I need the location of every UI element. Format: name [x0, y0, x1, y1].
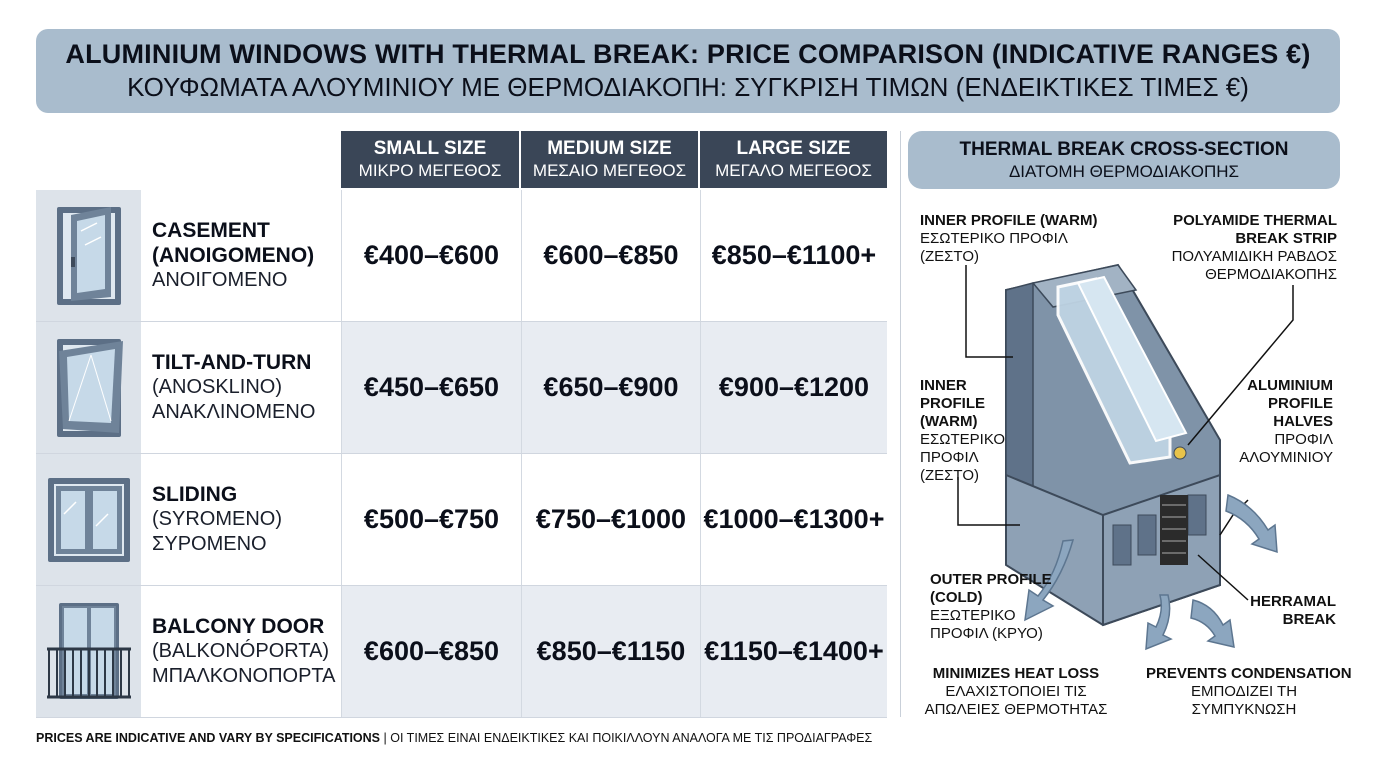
annotation-title: MINIMIZES HEAT LOSS	[932, 665, 1100, 682]
column-header-label: LARGE SIZE	[736, 137, 851, 159]
price-cell: €500–€750	[341, 454, 521, 585]
table-row: TILT-AND-TURN (ANOSKLINO) ΑΝΑΚΛΙΝΟΜΕΝΟ €…	[36, 322, 887, 454]
annotation-title: BREAK	[1282, 611, 1336, 628]
window-type-greek: ΜΠΑΛΚΟΝΟΠΟΡΤΑ	[152, 665, 336, 687]
column-header-sublabel: ΜΕΣΑΙΟ ΜΕΓΕΘΟΣ	[532, 160, 687, 180]
label-heat-loss: MINIMIZES HEAT LOSS ΕΛΑΧΙΣΤΟΠΟΙΕΙ ΤΙΣ ΑΠ…	[918, 665, 1114, 719]
annotation-text: ΘΕΡΜΟΔΙΑΚΟΠΗΣ	[1205, 266, 1337, 283]
cross-section-header: THERMAL BREAK CROSS-SECTION ΔΙΑΤΟΜΗ ΘΕΡΜ…	[908, 131, 1340, 189]
section-divider	[900, 131, 901, 717]
title-banner: ALUMINIUM WINDOWS WITH THERMAL BREAK: PR…	[36, 29, 1340, 113]
page-title-en: ALUMINIUM WINDOWS WITH THERMAL BREAK: PR…	[65, 39, 1311, 69]
price-table: SMALL SIZE ΜΙΚΡΟ ΜΕΓΕΘΟΣ MEDIUM SIZE ΜΕΣ…	[36, 131, 887, 718]
price-cell: €1000–€1300+	[700, 454, 887, 585]
thermal-break-diagram	[957, 263, 1294, 651]
price-cell: €850–€1150	[521, 586, 700, 717]
annotation-title: PROFILE	[920, 395, 986, 412]
annotation-title: INNER	[920, 377, 967, 394]
table-row: CASEMENT (ANOIGOMENO) ΑΝΟΙΓΟΜΕΝΟ €400–€6…	[36, 190, 887, 322]
price-cell: €900–€1200	[700, 322, 887, 453]
window-type-translit: (ANOIGOMENO)	[152, 244, 315, 267]
column-header-label: SMALL SIZE	[373, 137, 487, 159]
price-cell: €450–€650	[341, 322, 521, 453]
label-outer-profile: OUTER PROFILE (COLD) ΕΞΩΤΕΡΙΚΟ ΠΡΟΦΙΛ (Κ…	[930, 571, 1052, 643]
price-cell: €650–€900	[521, 322, 700, 453]
price-cell: €850–€1100+	[700, 190, 887, 321]
column-header-label: MEDIUM SIZE	[547, 137, 672, 159]
annotation-text: ΠΡΟΦΙΛ (ΚΡΥΟ)	[930, 625, 1043, 642]
footer-separator: |	[380, 731, 391, 745]
price-cell: €400–€600	[341, 190, 521, 321]
page-title-el: ΚΟΥΦΩΜΑΤΑ ΑΛΟΥΜΙΝΙΟΥ ΜΕ ΘΕΡΜΟΔΙΑΚΟΠΗ: ΣΥ…	[127, 72, 1249, 102]
annotation-text: ΑΛΟΥΜΙΝΙΟΥ	[1239, 449, 1333, 466]
label-polyamide-strip: POLYAMIDE THERMAL BREAK STRIP ΠΟΛΥΑΜΙΔΙΚ…	[1130, 212, 1337, 284]
annotation-title: ALUMINIUM	[1247, 377, 1333, 394]
window-type-cell: BALCONY DOOR (BALKONÓPORTA) ΜΠΑΛΚΟΝΟΠΟΡΤ…	[36, 586, 341, 717]
column-header-sublabel: ΜΙΚΡΟ ΜΕΓΕΘΟΣ	[358, 160, 502, 180]
annotation-text: (ΖΕΣΤΟ)	[920, 248, 979, 265]
window-type-name: SLIDING	[152, 483, 238, 506]
annotation-text: ΣΥΜΠΥΚΝΩΣΗ	[1191, 701, 1297, 718]
window-type-greek: ΣΥΡΟΜΕΝΟ	[152, 533, 267, 555]
window-type-translit: (ANOSKLINO)	[152, 376, 283, 398]
footer-note: PRICES ARE INDICATIVE AND VARY BY SPECIF…	[36, 731, 872, 745]
annotation-title: PREVENTS CONDENSATION	[1146, 665, 1352, 682]
annotation-title: (COLD)	[930, 589, 983, 606]
column-header-medium: MEDIUM SIZE ΜΕΣΑΙΟ ΜΕΓΕΘΟΣ	[521, 131, 700, 188]
annotation-title: HALVES	[1273, 413, 1333, 430]
window-type-name: CASEMENT	[152, 219, 270, 242]
label-inner-profile-mid: INNER PROFILE (WARM) ΕΣΩΤΕΡΙΚΟ ΠΡΟΦΙΛ (Ζ…	[920, 377, 1005, 485]
window-type-name: BALCONY DOOR	[152, 615, 325, 638]
label-thermal-break: HERRAMAL BREAK	[1240, 593, 1336, 629]
annotation-title: HERRAMAL	[1250, 593, 1336, 610]
window-type-translit: (BALKONÓPORTA)	[152, 640, 330, 662]
label-condensation: PREVENTS CONDENSATION ΕΜΠΟΔΙΖΕΙ ΤΗ ΣΥΜΠΥ…	[1146, 665, 1352, 719]
sliding-window-icon	[36, 454, 141, 585]
window-type-cell: CASEMENT (ANOIGOMENO) ΑΝΟΙΓΟΜΕΝΟ	[36, 190, 341, 321]
annotation-title: (WARM)	[920, 413, 978, 430]
footer-note-el: ΟΙ ΤΙΜΕΣ ΕΙΝΑΙ ΕΝΔΕΙΚΤΙΚΕΣ ΚΑΙ ΠΟΙΚΙΛΛΟΥ…	[390, 731, 873, 745]
annotation-text: ΠΡΟΦΙΛ	[1274, 431, 1333, 448]
annotation-text: ΕΣΩΤΕΡΙΚΟ ΠΡΟΦΙΛ	[920, 230, 1068, 247]
column-header-sublabel: ΜΕΓΑΛΟ ΜΕΓΕΘΟΣ	[715, 160, 872, 180]
window-type-greek: ΑΝΑΚΛΙΝΟΜΕΝΟ	[152, 401, 316, 423]
footer-note-en: PRICES ARE INDICATIVE AND VARY BY SPECIF…	[36, 731, 381, 745]
window-type-translit: (SYROMENO)	[152, 508, 282, 530]
annotation-text: ΕΞΩΤΕΡΙΚΟ	[930, 607, 1016, 624]
annotation-title: POLYAMIDE THERMAL	[1173, 212, 1337, 229]
annotation-title: INNER PROFILE (WARM)	[920, 212, 1098, 229]
column-header-large: LARGE SIZE ΜΕΓΑΛΟ ΜΕΓΕΘΟΣ	[700, 131, 887, 188]
annotation-text: ΕΜΠΟΔΙΖΕΙ ΤΗ	[1190, 683, 1298, 700]
price-cell: €600–€850	[341, 586, 521, 717]
balcony-door-icon	[36, 586, 141, 717]
annotation-title: OUTER PROFILE	[930, 571, 1052, 588]
annotation-title: PROFILE	[1267, 395, 1333, 412]
price-cell: €1150–€1400+	[700, 586, 887, 717]
column-header-small: SMALL SIZE ΜΙΚΡΟ ΜΕΓΕΘΟΣ	[341, 131, 521, 188]
price-cell: €600–€850	[521, 190, 700, 321]
annotation-text: (ΖΕΣΤΟ)	[920, 467, 979, 484]
tilt-turn-window-icon	[36, 322, 141, 453]
annotation-text: ΕΣΩΤΕΡΙΚΟ	[920, 431, 1006, 448]
table-row: SLIDING (SYROMENO) ΣΥΡΟΜΕΝΟ €500–€750 €7…	[36, 454, 887, 586]
window-type-cell: TILT-AND-TURN (ANOSKLINO) ΑΝΑΚΛΙΝΟΜΕΝΟ	[36, 322, 341, 453]
annotation-text: ΠΡΟΦΙΛ	[920, 449, 979, 466]
annotation-title: BREAK STRIP	[1235, 230, 1337, 247]
window-type-name: TILT-AND-TURN	[152, 351, 312, 374]
price-cell: €750–€1000	[521, 454, 700, 585]
window-type-greek: ΑΝΟΙΓΟΜΕΝΟ	[152, 269, 288, 291]
cross-section-title: THERMAL BREAK CROSS-SECTION	[959, 138, 1289, 160]
window-type-cell: SLIDING (SYROMENO) ΣΥΡΟΜΕΝΟ	[36, 454, 341, 585]
annotation-text: ΠΟΛΥΑΜΙΔΙΚΗ ΡΑΒΔΟΣ	[1171, 248, 1337, 265]
label-aluminium-halves: ALUMINIUM PROFILE HALVES ΠΡΟΦΙΛ ΑΛΟΥΜΙΝΙ…	[1220, 377, 1333, 467]
annotation-text: ΕΛΑΧΙΣΤΟΠΟΙΕΙ ΤΙΣ	[945, 683, 1087, 700]
table-row: BALCONY DOOR (BALKONÓPORTA) ΜΠΑΛΚΟΝΟΠΟΡΤ…	[36, 586, 887, 718]
cross-section-subtitle: ΔΙΑΤΟΜΗ ΘΕΡΜΟΔΙΑΚΟΠΗΣ	[1008, 161, 1240, 181]
casement-window-icon	[36, 190, 141, 321]
label-inner-profile-top: INNER PROFILE (WARM) ΕΣΩΤΕΡΙΚΟ ΠΡΟΦΙΛ (Ζ…	[920, 212, 1098, 266]
annotation-text: ΑΠΩΛΕΙΕΣ ΘΕΡΜΟΤΗΤΑΣ	[924, 701, 1108, 718]
